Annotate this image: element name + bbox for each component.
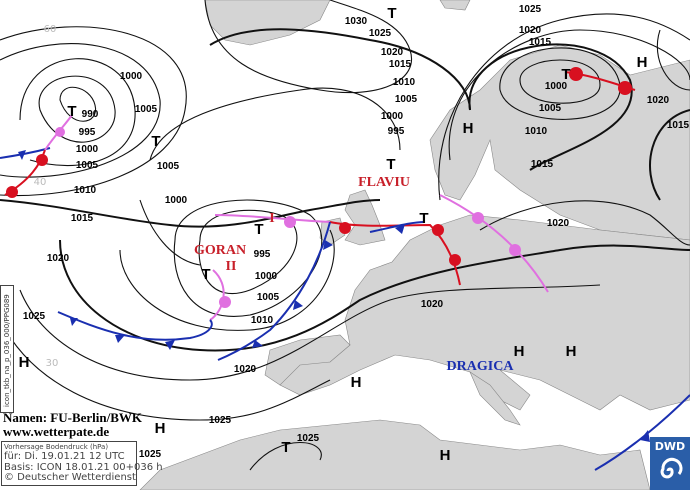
isobar-label: 1025	[23, 311, 46, 322]
dwd-logo: DWD	[650, 437, 690, 490]
isobar-label: 1000	[165, 195, 188, 206]
cold-front	[217, 221, 331, 361]
low-pressure-marker: T	[254, 221, 263, 238]
info-box: Vorhersage Bodendruck (hPa) für: Di. 19.…	[1, 441, 163, 486]
isobar-label: 1020	[647, 95, 670, 106]
high-pressure-marker: H	[637, 54, 648, 71]
isobar-label: 1005	[76, 160, 99, 171]
iberia-part	[264, 334, 351, 386]
system-name: II	[226, 259, 237, 274]
isobar-label: 1000	[545, 81, 568, 92]
isobar-label: 990	[82, 109, 99, 120]
isobar-label: 1005	[135, 104, 158, 115]
copyright: © Deutscher Wetterdienst	[4, 472, 136, 483]
isobar-label: 995	[254, 249, 271, 260]
system-name: FLAVIU	[358, 175, 410, 190]
high-pressure-marker: H	[514, 343, 525, 360]
isobar-label: 1020	[47, 253, 70, 264]
isobar-label: 1000	[76, 144, 99, 155]
isobar-label: 1025	[519, 4, 542, 15]
high-pressure-marker: H	[351, 374, 362, 391]
names-credit: Namen: FU-Berlin/BWK	[3, 410, 143, 425]
isobar-label: 1000	[381, 111, 404, 122]
high-pressure-marker: H	[155, 420, 166, 437]
isobar-label: 1005	[395, 94, 418, 105]
low-pressure-marker: T	[419, 210, 428, 227]
isobar-label: 1025	[139, 449, 162, 460]
isobar-label: 1020	[234, 364, 257, 375]
occlusion	[209, 269, 225, 321]
north-africa	[139, 419, 651, 490]
isobar-label: 1015	[529, 37, 552, 48]
front-symbols	[6, 67, 650, 442]
low-pressure-marker: T	[67, 103, 76, 120]
isobar-label: 1020	[421, 299, 444, 310]
isobar-label: 1015	[531, 159, 554, 170]
occlusion	[439, 194, 549, 293]
continent	[279, 214, 690, 411]
isobar-label: 1015	[389, 59, 412, 70]
credits: Namen: FU-Berlin/BWK www.wetterpate.de	[3, 411, 142, 439]
isobar-label: 1010	[525, 126, 548, 137]
cold-front	[57, 311, 213, 341]
isobar-label: 995	[79, 127, 96, 138]
isobar-label: 1025	[297, 433, 320, 444]
isobar-label: 1010	[251, 315, 274, 326]
low-pressure-marker: T	[201, 266, 210, 283]
latitude-label: 40	[34, 177, 47, 188]
model-code-box: icon_tkb_na_p_036_000/PPG089	[0, 285, 14, 413]
latitude-labels: 60 40 30	[34, 24, 59, 369]
isobar-label: 1015	[667, 120, 690, 131]
spiral-icon	[660, 457, 683, 479]
low-pressure-marker: T	[561, 66, 570, 83]
isobar-label: 1005	[257, 292, 280, 303]
high-pressure-marker: H	[19, 354, 30, 371]
isobar-label: 1030	[345, 16, 368, 27]
low-pressure-marker: T	[281, 439, 290, 456]
isobar-label: 1020	[519, 25, 542, 36]
isobar-label: 1025	[369, 28, 392, 39]
pressure-centers: H H H H H H H H T T T T T T T T T	[19, 5, 648, 464]
low-pressure-marker: T	[387, 5, 396, 22]
chart-title: Vorhersage Bodendruck (hPa)	[4, 443, 109, 451]
system-name: DRAGICA	[447, 359, 515, 374]
system-name: I	[269, 211, 274, 226]
isobar-label: 1005	[539, 103, 562, 114]
cold-front	[369, 221, 426, 233]
isobar-label: 1020	[381, 47, 404, 58]
model-code: icon_tkb_na_p_036_000/PPG089	[3, 294, 11, 407]
isobar-label: 1010	[74, 185, 97, 196]
svalbard	[439, 0, 471, 11]
isobar-label: 995	[388, 126, 405, 137]
isobar-labels: 1030102510251020101510201015101010051000…	[23, 4, 690, 460]
base-run: Basis: ICON 18.01.21 00+036 h	[4, 461, 163, 473]
isobar-label: 1000	[255, 271, 278, 282]
italy	[469, 371, 521, 426]
high-pressure-marker: H	[463, 120, 474, 137]
isobar-label: 1025	[209, 415, 232, 426]
valid-time: für: Di. 19.01.21 12 UTC	[4, 451, 125, 462]
website-link[interactable]: www.wetterpate.de	[3, 424, 110, 439]
logo-text: DWD	[654, 440, 686, 453]
isobar-label: 1000	[120, 71, 143, 82]
isobar-label: 1020	[547, 218, 570, 229]
isobars	[0, 0, 690, 471]
isobar-label: 1015	[71, 213, 94, 224]
isobar-label: 1010	[393, 77, 416, 88]
occlusion	[214, 214, 331, 223]
great-britain	[344, 189, 386, 246]
isobar-label: 1005	[157, 161, 180, 172]
latitude-label: 30	[46, 358, 59, 369]
latitude-label: 60	[44, 24, 57, 35]
low-pressure-marker: T	[151, 133, 160, 150]
high-pressure-marker: H	[566, 343, 577, 360]
high-pressure-marker: H	[440, 447, 451, 464]
ireland	[319, 217, 346, 246]
low-pressure-marker: T	[386, 156, 395, 173]
system-name: GORAN	[194, 243, 246, 258]
